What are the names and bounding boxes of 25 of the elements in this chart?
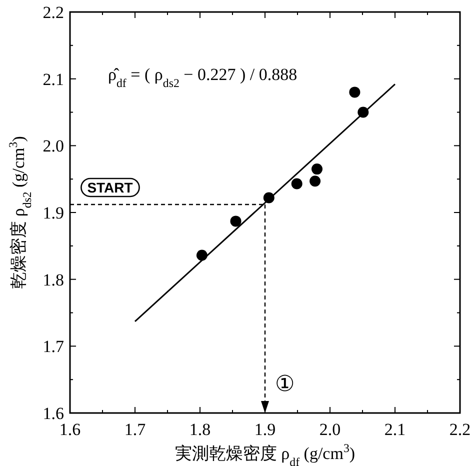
point [310,176,321,187]
point [291,178,302,190]
ref-line-label: ① [275,371,295,396]
ref-line: ① [261,204,295,413]
x-tick-label: 2.1 [384,420,406,439]
y-tick-label: 1.7 [42,337,64,356]
x-tick-label: 2.0 [319,420,341,439]
x-tick-label: 1.8 [189,420,211,439]
y-tick-label: 1.9 [42,204,64,222]
point [230,216,242,227]
y-tick-label: 1.6 [42,404,64,423]
x-tick-label: 1.7 [124,420,146,439]
x-tick-label: 1.9 [254,420,276,439]
y-tick-label: 2.0 [42,136,64,156]
y-tick-label: 2.2 [42,3,64,22]
y-tick-label: 1.8 [42,270,64,290]
x-axis-title: 実測乾燥密度 ρ$_{df}$ (g/cm$^{3}$) [174,441,356,466]
x-tick-label: 2.2 [449,420,471,439]
annotation: ρ̂$_{df}$ = ( ρ$_{ds2}$ − 0.227 ) / 0.888 [108,65,298,90]
point [349,86,360,98]
ref-line: START [70,178,265,206]
ref-line-label: START [87,179,134,196]
y-tick-label: 2.1 [42,70,64,89]
point [312,164,322,175]
x-tick-label: 1.6 [59,420,81,439]
